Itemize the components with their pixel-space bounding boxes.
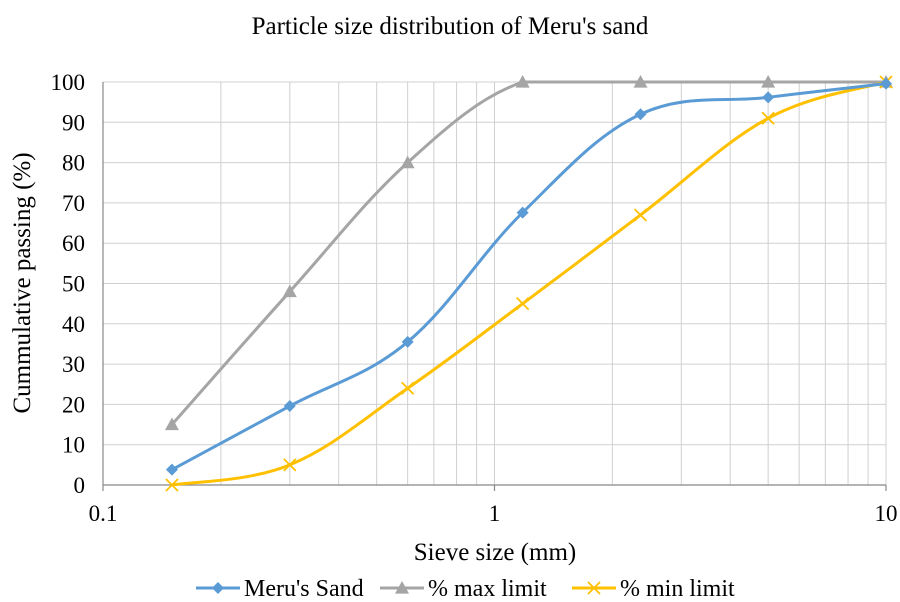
data-point-meru-s-sand [283, 400, 296, 413]
legend-marker [395, 581, 409, 594]
data-point-min-limit [761, 111, 775, 125]
axes [102, 82, 887, 491]
data-point-meru-s-sand [634, 108, 647, 121]
y-tick-label: 80 [62, 151, 85, 176]
data-point-min-limit [283, 458, 297, 472]
series-max-limit [164, 75, 893, 431]
legend-item-min-limit: % min limit [572, 576, 735, 602]
legend-label: % max limit [428, 576, 547, 602]
gridlines [102, 81, 887, 486]
legend-label: % min limit [620, 576, 735, 602]
data-point-max-limit [164, 417, 179, 431]
data-point-min-limit [165, 478, 179, 492]
y-tick-label: 50 [62, 272, 85, 297]
y-axis-label: Cummulative passing (%) [9, 152, 36, 413]
y-tick-label: 100 [51, 70, 86, 95]
tick-labels: 0 10 20 30 40 50 60 70 80 90 100 0.1 1 10 [51, 70, 898, 526]
x-tick-label: 10 [875, 501, 898, 526]
y-tick-label: 70 [62, 191, 85, 216]
data-point-max-limit [515, 75, 530, 88]
y-tick-label: 90 [62, 110, 85, 135]
series-min-limit [165, 75, 893, 492]
x-tick-label: 1 [489, 501, 501, 526]
series-meru-s-sand [165, 77, 892, 476]
data-point-min-limit [401, 381, 415, 395]
y-tick-label: 0 [74, 473, 86, 498]
legend-label: Meru's Sand [244, 576, 364, 602]
series-line-max-limit [170, 80, 888, 427]
y-tick-label: 30 [62, 352, 85, 377]
data-point-meru-s-sand [880, 77, 892, 90]
data-series [164, 75, 893, 492]
data-point-meru-s-sand [762, 91, 775, 104]
data-point-min-limit [516, 297, 530, 311]
legend-item-max-limit: % max limit [380, 576, 547, 602]
x-tick-label: 0.1 [89, 501, 118, 526]
data-point-max-limit [633, 75, 648, 88]
data-point-max-limit [282, 284, 297, 298]
y-tick-label: 60 [62, 231, 85, 256]
series-line-meru-s-sand [170, 82, 888, 472]
chart-title: Particle size distribution of Meru's san… [252, 13, 649, 40]
data-point-meru-s-sand [165, 463, 178, 476]
x-axis-label: Sieve size (mm) [414, 539, 576, 566]
legend-item-meru-s-sand: Meru's Sand [196, 576, 364, 602]
legend-marker [212, 582, 224, 594]
data-point-max-limit [400, 155, 415, 169]
data-point-meru-s-sand [516, 206, 529, 219]
data-point-meru-s-sand [401, 335, 414, 348]
data-point-max-limit [761, 75, 776, 88]
data-point-min-limit [633, 208, 648, 222]
legend: Meru's Sand % max limit % min limit [196, 576, 735, 602]
legend-marker [587, 581, 601, 595]
y-tick-label: 40 [62, 312, 85, 337]
y-tick-label: 10 [62, 433, 85, 458]
y-tick-label: 20 [62, 392, 85, 417]
